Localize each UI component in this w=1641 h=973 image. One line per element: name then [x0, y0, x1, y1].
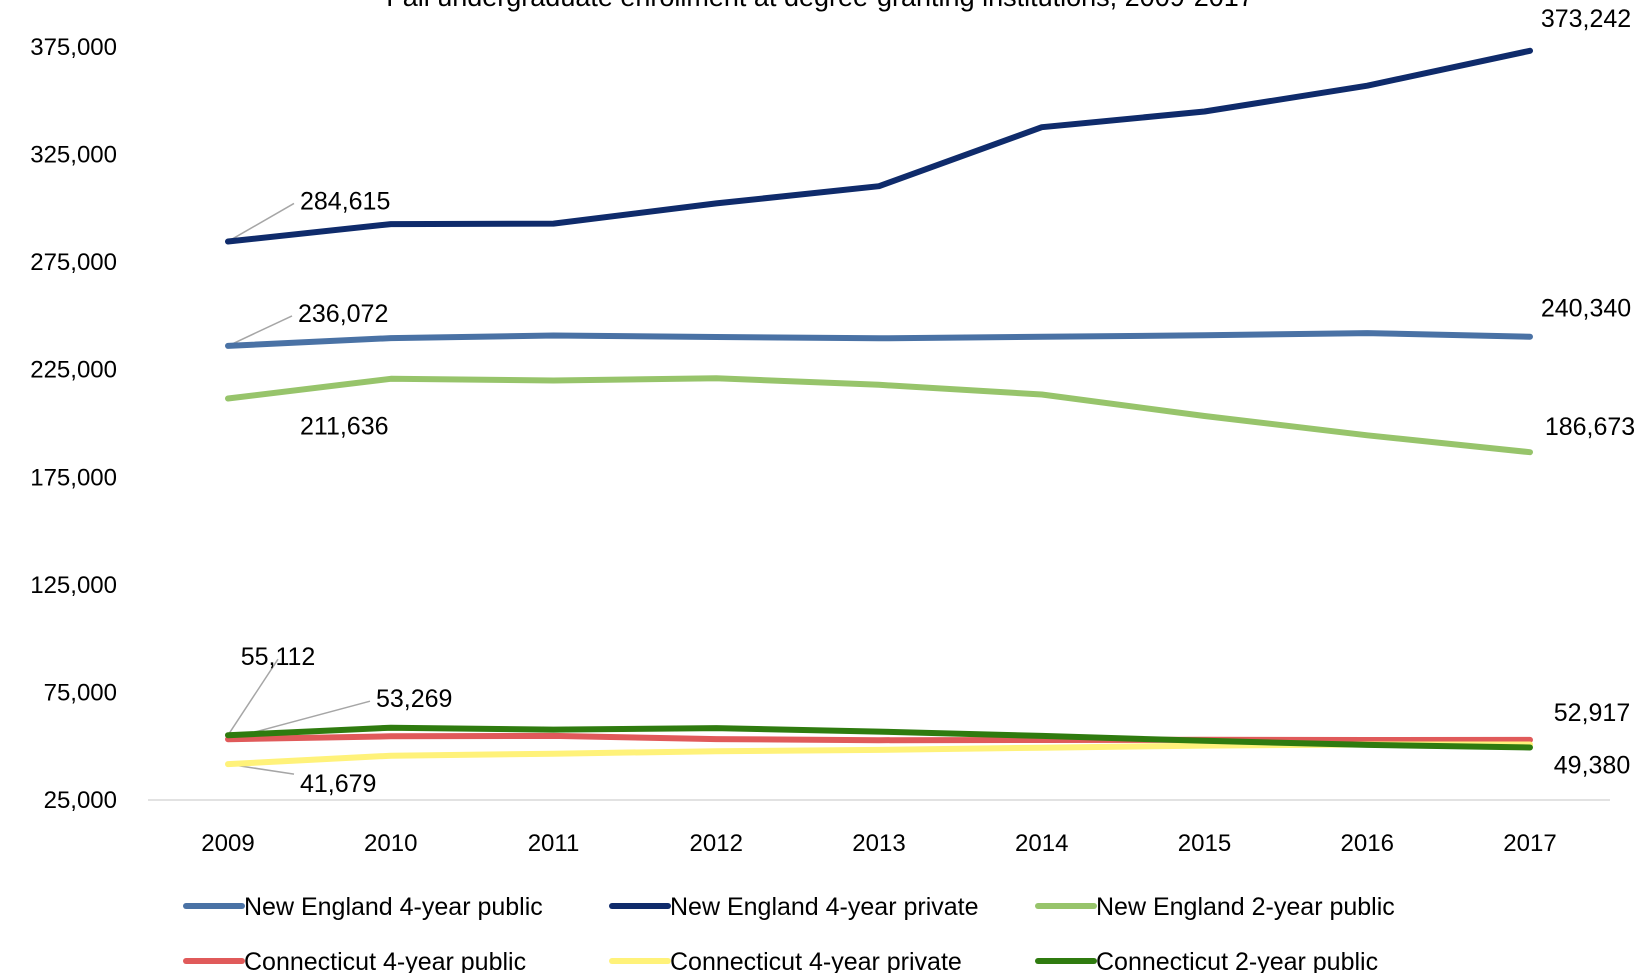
legend-item-new-england-2-year-public: New England 2-year public [1035, 893, 1395, 921]
label-leader-line [227, 202, 295, 243]
data-label-connecticut-4-year-public: 53,269 [376, 685, 452, 713]
data-label-new-england-2-year-public: 211,636 [300, 412, 389, 440]
x-tick-label: 2009 [201, 830, 254, 857]
data-label-connecticut-4-year-private: 41,679 [300, 770, 376, 798]
legend-label: Connecticut 4-year private [670, 948, 962, 973]
legend-item-new-england-4-year-private: New England 4-year private [609, 893, 979, 921]
legend: New England 4-year public New England 4-y… [183, 893, 1395, 973]
legend-label: New England 4-year private [670, 893, 979, 921]
label-leader-line [227, 315, 293, 347]
data-label-connecticut-4-year-public: 52,917 [1554, 699, 1630, 727]
x-tick-label: 2014 [1015, 830, 1068, 857]
y-tick-label: 225,000 [30, 357, 117, 384]
y-tick-label: 125,000 [30, 572, 117, 599]
data-label-new-england-4-year-public: 240,340 [1541, 295, 1631, 323]
x-tick-label: 2013 [852, 830, 905, 857]
legend-label: New England 2-year public [1096, 893, 1395, 921]
legend-item-connecticut-4-year-public: Connecticut 4-year public [183, 948, 526, 973]
chart-title: Fall undergraduate enrollment at degree-… [386, 0, 1254, 12]
y-tick-label: 275,000 [30, 249, 117, 276]
y-tick-label: 75,000 [44, 679, 117, 706]
data-label-new-england-4-year-private: 373,242 [1541, 5, 1631, 33]
label-leader-line [227, 658, 279, 736]
legend-label: Connecticut 4-year public [244, 948, 526, 973]
series-line-connecticut-2-year-public [225, 724, 1533, 751]
x-axis: 2009 2010 2011 2012 2013 2014 2015 2016 2017 [201, 830, 1556, 857]
x-tick-label: 2011 [528, 830, 580, 857]
data-labels: 236,072 240,340 284,615 373,242 211,636 186,6… [241, 5, 1635, 798]
series-line-connecticut-4-year-public [225, 732, 1533, 744]
legend-label: Connecticut 2-year public [1096, 948, 1378, 973]
y-axis: 25,000 75,000 125,000 175,000 225,000 275,000… [30, 34, 117, 814]
y-tick-label: 175,000 [30, 464, 117, 491]
y-tick-label: 325,000 [30, 142, 117, 169]
y-tick-label: 375,000 [30, 34, 117, 61]
data-label-new-england-4-year-public: 236,072 [298, 300, 388, 328]
x-tick-label: 2010 [364, 830, 417, 857]
x-tick-label: 2017 [1503, 830, 1556, 857]
x-tick-label: 2012 [690, 830, 743, 857]
legend-item-connecticut-2-year-public: Connecticut 2-year public [1035, 948, 1378, 973]
series-lines [225, 47, 1533, 768]
legend-item-connecticut-4-year-private: Connecticut 4-year private [609, 948, 962, 973]
data-label-connecticut-2-year-public: 55,112 [241, 643, 316, 671]
data-label-new-england-2-year-public: 186,673 [1545, 413, 1635, 441]
data-label-connecticut-2-year-public: 49,380 [1554, 752, 1630, 780]
series-line-connecticut-4-year-private [225, 741, 1533, 768]
x-tick-label: 2015 [1178, 830, 1231, 857]
legend-label: New England 4-year public [244, 893, 543, 921]
series-line-new-england-2-year-public [225, 375, 1533, 456]
legend-item-new-england-4-year-public: New England 4-year public [183, 893, 543, 921]
series-line-new-england-4-year-private [225, 47, 1533, 245]
series-line-new-england-4-year-public [225, 330, 1533, 349]
x-tick-label: 2016 [1341, 830, 1394, 857]
label-leader-lines [227, 202, 371, 775]
data-label-new-england-4-year-private: 284,615 [300, 187, 390, 215]
y-tick-label: 25,000 [44, 787, 117, 814]
